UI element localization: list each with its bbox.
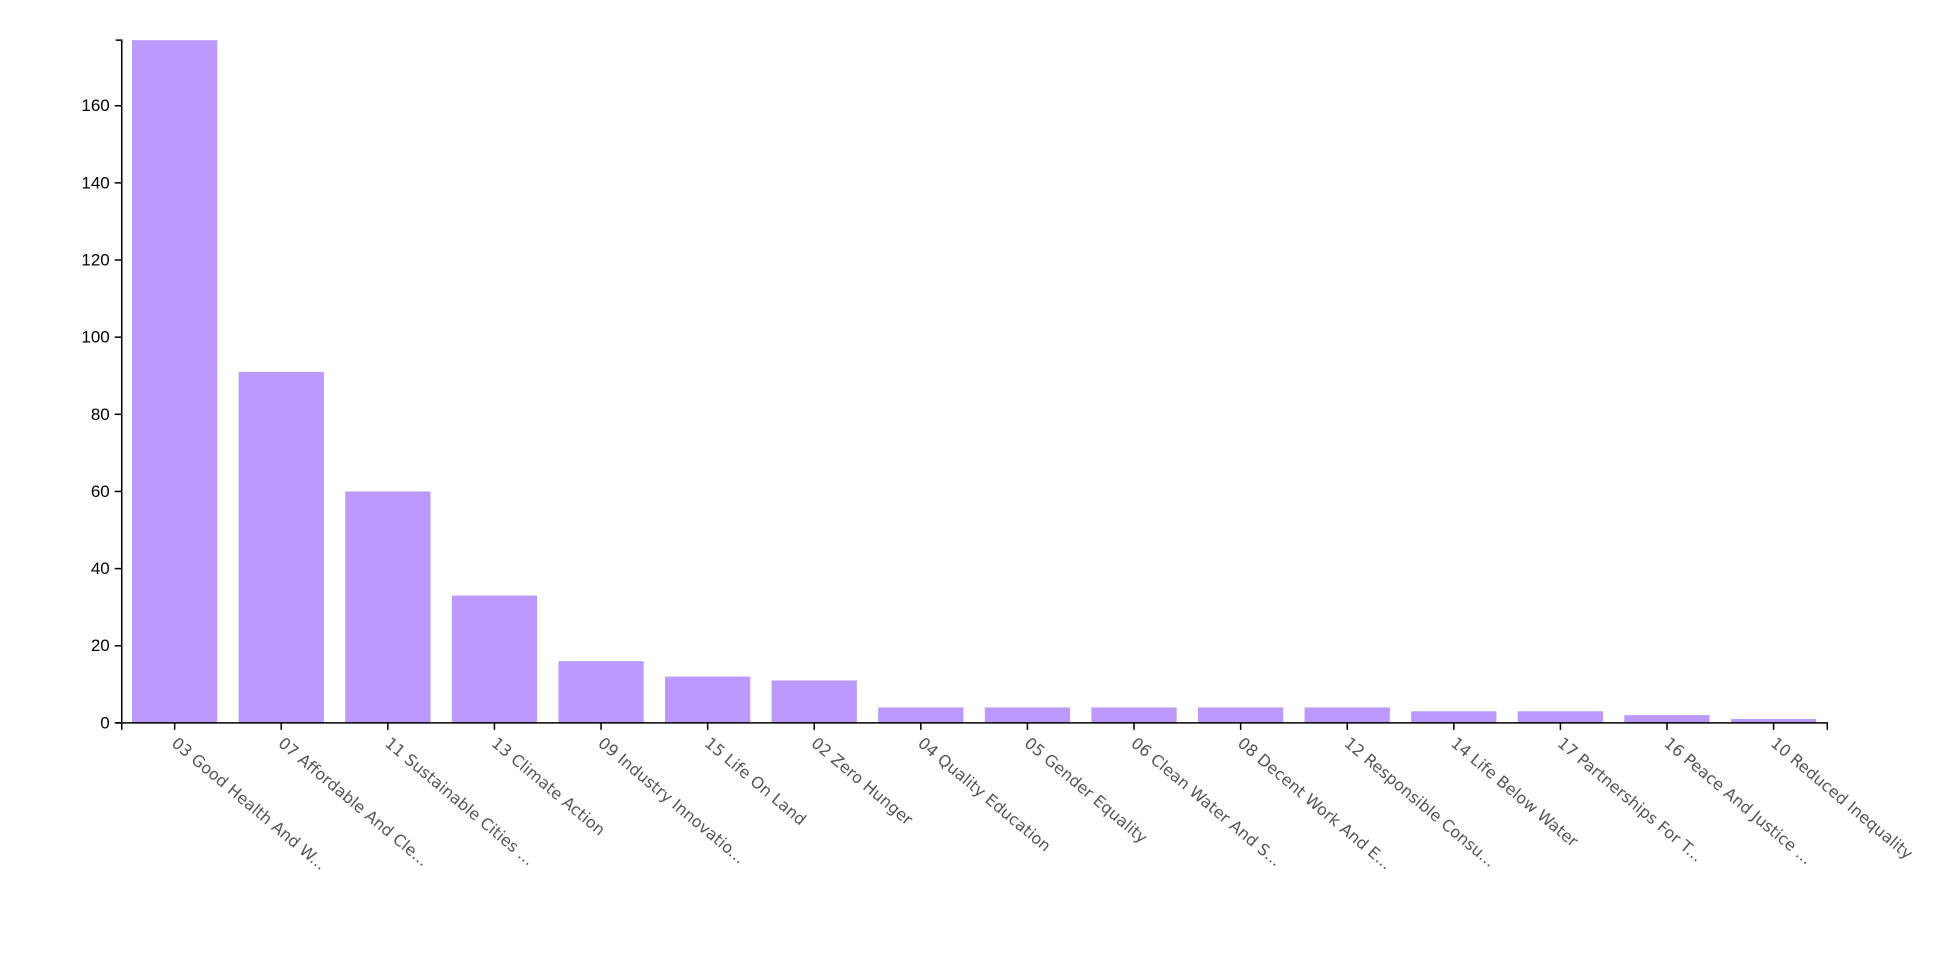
bar-9	[1091, 707, 1177, 723]
y-tick-label-2: 40	[91, 559, 110, 578]
bar-13	[1517, 711, 1604, 723]
bars-group	[132, 40, 1817, 723]
y-tick-label-3: 60	[91, 482, 110, 501]
bar-1	[238, 371, 324, 723]
bar-4	[558, 661, 644, 723]
bar-5	[665, 676, 751, 723]
x-tick-label-5: 15 Life On Land	[701, 733, 810, 829]
y-axis: 0 20 40 60 80 100 120 140 160	[81, 39, 123, 732]
bar-0	[132, 40, 218, 723]
x-axis-line	[120, 722, 1829, 730]
bar-7	[878, 707, 964, 723]
y-tick-label-0: 0	[100, 713, 109, 732]
y-tick-label-7: 140	[81, 173, 109, 192]
bar-12	[1411, 711, 1497, 723]
y-tick-label-5: 100	[81, 328, 109, 347]
x-axis: 03 Good Health And W...07 Affordable And…	[120, 722, 1917, 874]
x-tick-label-6: 02 Zero Hunger	[808, 733, 917, 829]
bar-2	[345, 491, 431, 723]
bar-10	[1197, 707, 1284, 723]
y-tick-label-6: 120	[81, 251, 109, 270]
y-tick-label-4: 80	[91, 405, 110, 424]
x-tick-label-3: 13 Climate Action	[488, 733, 609, 839]
y-tick-label-1: 20	[91, 636, 110, 655]
bar-6	[771, 680, 857, 723]
bar-8	[984, 707, 1071, 723]
bar-14	[1624, 715, 1710, 723]
y-axis-line	[115, 39, 123, 724]
bar-11	[1304, 707, 1390, 723]
bar-3	[451, 595, 538, 723]
y-tick-label-8: 160	[81, 96, 109, 115]
bar-15	[1730, 719, 1817, 723]
